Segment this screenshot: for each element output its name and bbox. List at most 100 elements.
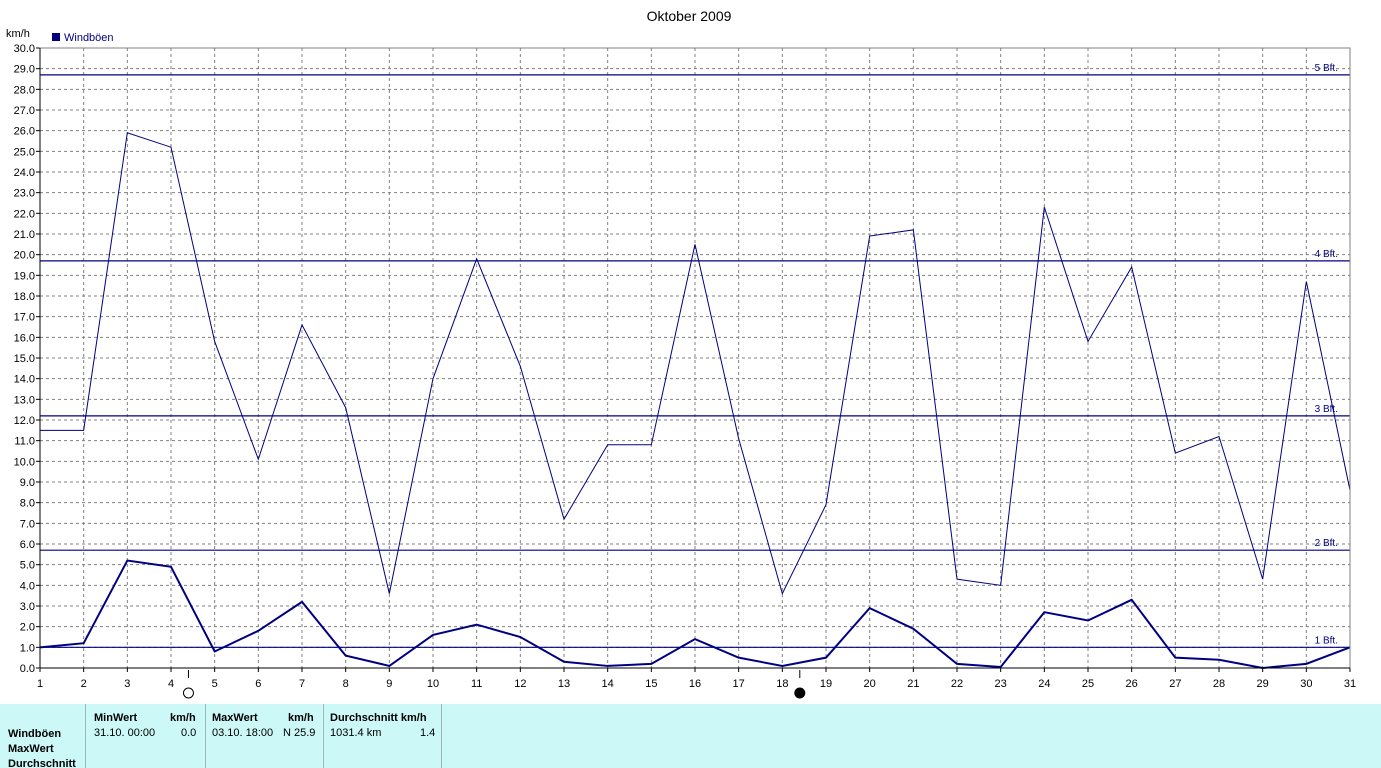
beaufort-label: 2 Bft. (1315, 538, 1338, 549)
x-tick-label: 16 (689, 678, 701, 690)
series-lines (39, 132, 1351, 670)
x-tick-label: 4 (168, 678, 174, 690)
beaufort-label: 1 Bft. (1315, 635, 1338, 646)
min-value: 0.0 (181, 727, 197, 739)
x-tick-label: 28 (1213, 678, 1225, 690)
y-tick-label: 28.0 (14, 84, 35, 96)
y-axis-unit: km/h (6, 28, 30, 40)
x-tick-label: 25 (1082, 678, 1094, 690)
y-tick-label: 24.0 (14, 167, 35, 179)
window-edge (1365, 0, 1381, 704)
stats-row-label: Windböen (8, 728, 62, 740)
y-tick-label: 1.0 (20, 642, 35, 654)
y-tick-label: 11.0 (14, 436, 35, 448)
x-tick-label: 6 (255, 678, 261, 690)
y-tick-label: 5.0 (20, 560, 35, 572)
x-tick-label: 2 (81, 678, 87, 690)
y-tick-label: 10.0 (14, 456, 35, 468)
y-tick-label: 2.0 (20, 622, 35, 634)
y-tick-label: 14.0 (14, 374, 35, 386)
stats-divider (441, 704, 442, 768)
y-tick-label: 30.0 (14, 43, 35, 55)
y-tick-label: 0.0 (20, 663, 35, 675)
y-tick-label: 26.0 (14, 126, 35, 138)
x-tick-label: 23 (995, 678, 1007, 690)
x-tick-label: 24 (1038, 678, 1050, 690)
max-unit: km/h (288, 712, 314, 724)
x-tick-label: 9 (386, 678, 392, 690)
y-tick-label: 16.0 (14, 332, 35, 344)
y-tick-label: 18.0 (14, 291, 35, 303)
x-tick-label: 1 (37, 678, 43, 690)
stats-panel: Windböen MaxWert Durchschnitt MinWert km… (0, 704, 1381, 768)
x-tick-label: 26 (1126, 678, 1138, 690)
max-when: 03.10. 18:00 (212, 727, 274, 739)
x-tick-label: 19 (820, 678, 832, 690)
y-tick-label: 21.0 (14, 229, 35, 241)
y-tick-label: 7.0 (20, 518, 35, 530)
x-tick-label: 12 (514, 678, 526, 690)
x-tick-label: 7 (299, 678, 305, 690)
y-tick-label: 27.0 (14, 105, 35, 117)
avg-value: 1.4 (420, 727, 436, 739)
y-tick-label: 8.0 (20, 498, 35, 510)
beaufort-label: 3 Bft. (1315, 404, 1338, 415)
stats-divider (323, 704, 324, 768)
y-tick-label: 23.0 (14, 188, 35, 200)
full-moon-icon (182, 687, 194, 699)
x-tick-label: 18 (776, 678, 788, 690)
x-tick-label: 31 (1344, 678, 1356, 690)
x-tick-label: 10 (427, 678, 439, 690)
x-tick-label: 29 (1257, 678, 1269, 690)
x-tick-label: 8 (343, 678, 349, 690)
y-tick-label: 3.0 (20, 601, 35, 613)
x-tick-label: 22 (951, 678, 963, 690)
chart-title: Oktober 2009 (647, 8, 732, 24)
y-tick-label: 22.0 (14, 208, 35, 220)
x-tick-label: 27 (1169, 678, 1181, 690)
avg-distance: 1031.4 km (330, 727, 382, 739)
x-tick-label: 30 (1300, 678, 1312, 690)
y-tick-label: 9.0 (20, 477, 35, 489)
min-when: 31.10. 00:00 (94, 727, 156, 739)
y-tick-label: 19.0 (14, 270, 35, 282)
stats-divider (205, 704, 206, 768)
x-tick-label: 5 (212, 678, 218, 690)
beaufort-label: 4 Bft. (1315, 249, 1338, 260)
series-line-max (40, 132, 1351, 595)
avg-header: Durchschnitt km/h (330, 712, 427, 724)
min-unit: km/h (170, 712, 196, 724)
x-tick-label: 14 (602, 678, 614, 690)
y-tick-label: 25.0 (14, 146, 35, 158)
series-line-average (39, 559, 1351, 670)
max-header: MaxWert (212, 712, 258, 724)
new-moon-icon (794, 687, 806, 699)
y-tick-label: 29.0 (14, 64, 35, 76)
y-tick-label: 13.0 (14, 394, 35, 406)
moon-phases (182, 670, 806, 699)
x-tick-label: 3 (124, 678, 130, 690)
axes: 0.01.02.03.04.05.06.07.08.09.010.011.012… (14, 43, 1357, 690)
stats-row-label: MaxWert (8, 743, 54, 755)
x-tick-label: 15 (645, 678, 657, 690)
grid (40, 48, 1350, 668)
stats-divider (85, 704, 86, 768)
y-tick-label: 4.0 (20, 580, 35, 592)
y-tick-label: 15.0 (14, 353, 35, 365)
x-tick-label: 11 (471, 678, 482, 690)
wind-chart: Oktober 2009 km/h Windböen 1 Bft. 2 Bft. 3… (6, 8, 1357, 699)
stats-row-label: Durchschnitt (8, 758, 76, 768)
x-tick-label: 20 (864, 678, 876, 690)
legend-swatch (52, 33, 60, 41)
x-tick-label: 21 (907, 678, 919, 690)
beaufort-label: 5 Bft. (1315, 63, 1338, 74)
y-tick-label: 17.0 (14, 312, 35, 324)
max-value: N 25.9 (283, 727, 316, 739)
x-tick-label: 17 (733, 678, 745, 690)
legend-label: Windböen (64, 32, 114, 44)
beaufort-lines: 1 Bft. 2 Bft. 3 Bft. 4 Bft. 5 Bft. (40, 63, 1350, 648)
min-header: MinWert (94, 712, 138, 724)
x-tick-label: 13 (558, 678, 570, 690)
y-tick-label: 12.0 (14, 415, 35, 427)
y-tick-label: 6.0 (20, 539, 35, 551)
